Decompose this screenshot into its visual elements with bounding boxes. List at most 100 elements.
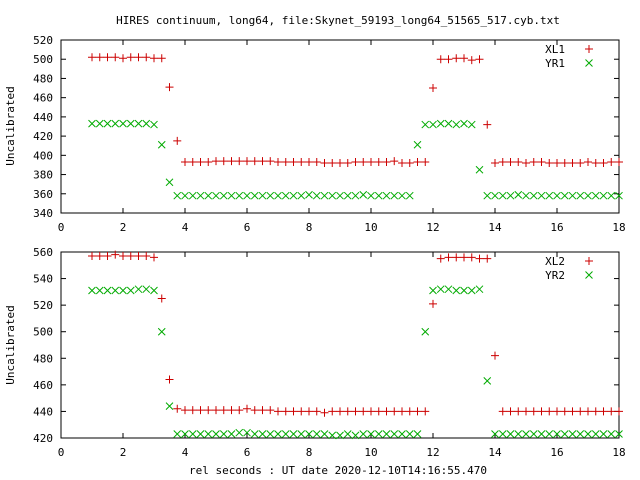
data-point [491,159,499,168]
data-point [390,157,399,166]
data-point [320,408,329,417]
data-point [95,119,104,128]
data-point [382,407,391,416]
data-point [367,407,375,416]
data-point [196,191,205,200]
data-point [243,404,251,413]
data-point [328,159,337,168]
data-point [88,286,96,295]
data-point [95,251,104,260]
data-point [467,56,476,65]
data-point [126,53,135,62]
data-point [390,191,399,200]
y-tick-label: 500 [33,53,53,66]
data-point [498,158,507,167]
data-point [336,191,344,200]
data-point [452,120,461,129]
data-point [336,159,344,168]
x-tick-label: 18 [612,446,625,459]
data-point [297,407,306,416]
data-point [157,294,166,303]
data-point [188,191,197,200]
x-tick-label: 6 [244,446,251,459]
data-point [498,407,507,416]
data-point [460,286,468,295]
data-point [529,407,538,416]
data-point [250,157,259,166]
chart-title: HIRES continuum, long64, file:Skynet_591… [116,14,560,27]
data-point [545,159,554,168]
data-point [188,430,197,438]
data-point [382,158,391,167]
data-point [258,157,267,166]
data-point [367,430,375,438]
data-point [142,285,151,294]
data-point [204,430,213,438]
data-point [359,190,368,199]
data-point [615,430,623,438]
data-point [142,53,151,62]
data-point [297,430,306,438]
data-point [405,430,414,438]
data-point [119,119,127,128]
x-tick-label: 6 [244,221,251,234]
y-tick-label: 480 [33,352,53,365]
data-point [607,407,616,416]
data-point [289,158,298,167]
data-point [436,254,445,263]
data-point [436,55,445,64]
data-point [351,191,360,200]
data-point [173,404,182,413]
x-tick-label: 16 [550,446,563,459]
data-point [142,251,151,260]
data-point [181,406,189,415]
data-point [243,191,251,200]
data-point [305,190,313,199]
data-point [351,407,360,416]
data-point [529,158,538,167]
data-point [173,136,182,145]
data-point [560,159,569,168]
x-tick-label: 2 [120,221,127,234]
data-point [157,327,166,336]
data-point [281,430,290,438]
data-point [405,407,414,416]
data-point [320,191,329,200]
data-point [553,430,561,438]
data-point [537,430,546,438]
data-point [289,430,298,438]
data-point [413,430,422,438]
data-point [599,159,608,168]
data-point [615,407,623,416]
data-point [367,158,375,167]
data-point [88,53,96,62]
data-point [266,157,275,166]
data-point [312,430,321,438]
data-point [274,158,282,167]
data-point [413,407,422,416]
data-point [266,430,275,438]
data-point [522,191,530,200]
data-point [599,407,608,416]
data-point [212,157,220,166]
data-point [398,191,406,200]
legend-marker [585,271,593,279]
data-point [351,158,360,167]
data-point [560,191,569,200]
data-point [382,191,391,200]
data-point [390,430,399,438]
data-point [413,158,422,167]
data-point [576,430,585,438]
data-point [119,251,127,260]
data-point [281,407,290,416]
data-point [305,430,313,438]
data-point [196,406,205,415]
y-tick-label: 400 [33,149,53,162]
y-tick-label: 460 [33,92,53,105]
data-point [305,158,313,167]
x-tick-label: 10 [364,221,377,234]
data-point [483,377,492,385]
x-tick-label: 10 [364,446,377,459]
y-tick-label: 360 [33,188,53,201]
data-point [157,54,166,63]
